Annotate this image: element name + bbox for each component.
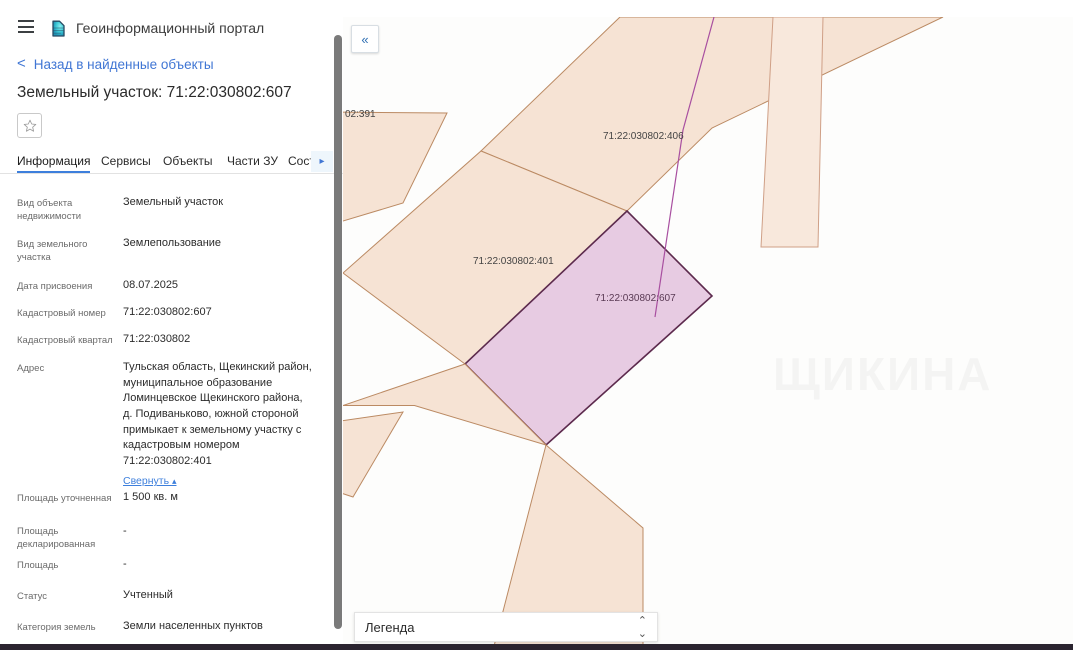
svg-text:02:391: 02:391 <box>345 109 376 120</box>
svg-text:71:22:030802:401: 71:22:030802:401 <box>473 256 554 267</box>
svg-text:71:22:030802:406: 71:22:030802:406 <box>603 131 684 142</box>
svg-text:71:22:030802:607: 71:22:030802:607 <box>595 293 676 304</box>
